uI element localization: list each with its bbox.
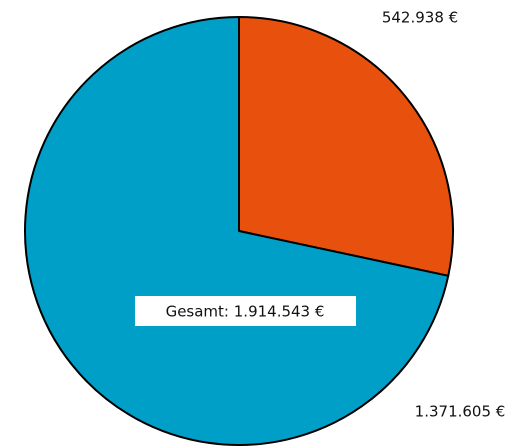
pie-slice [238,16,454,277]
slices [24,16,454,446]
value-label: 1.371.605 € [415,403,506,421]
annotation-box [135,296,356,326]
value-label: 542.938 € [382,9,458,27]
pie-slice [24,16,450,446]
total-annotation: Gesamt: 1.914.543 € [166,303,325,321]
